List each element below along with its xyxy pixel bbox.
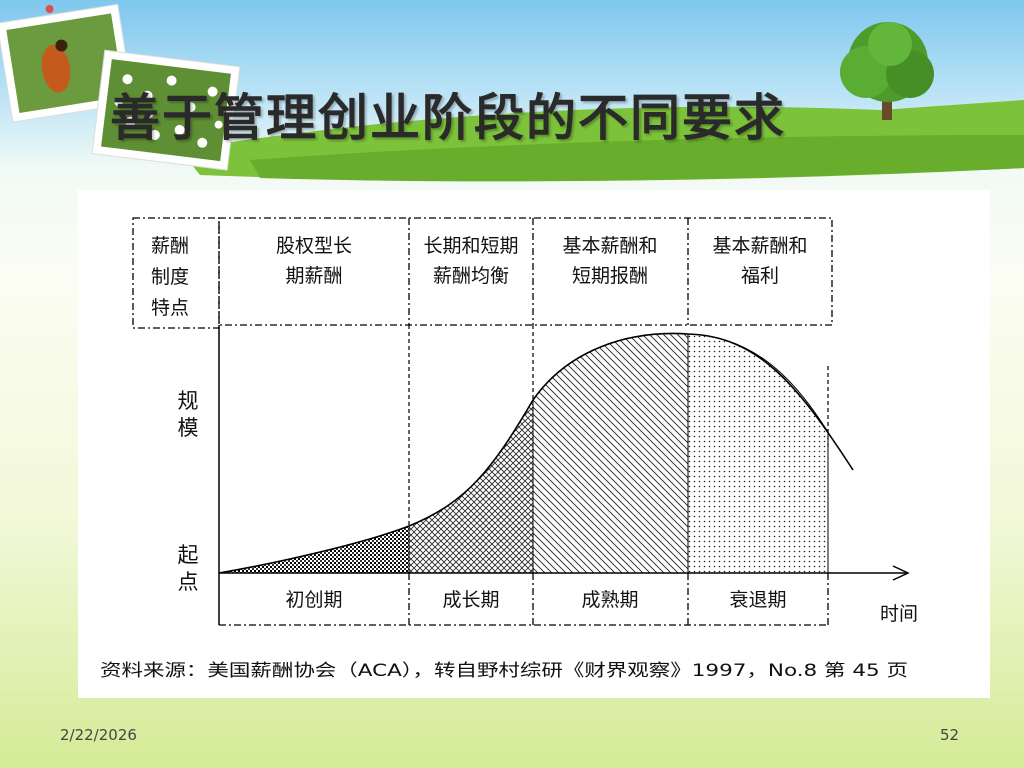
stage-feature-1-line-2: 期薪酬 (285, 265, 342, 287)
stage-features: 股权型长 期薪酬 长期和短期 薪酬均衡 基本薪酬和 短期报酬 基本薪酬和 福利 (276, 235, 808, 287)
stage-names: 初创期 成长期 成熟期 衰退期 (285, 589, 786, 611)
stage-name-decline: 衰退期 (729, 589, 786, 611)
stage-fills (218, 333, 829, 574)
header-label-line-2: 制度 (151, 266, 189, 288)
y-label-top-2: 模 (178, 416, 199, 440)
x-axis-arrow-icon (892, 565, 910, 581)
stage-feature-3-line-2: 短期报酬 (572, 265, 648, 287)
footer-date: 2/22/2026 (60, 726, 137, 744)
growth-curve (218, 332, 854, 574)
header-label: 薪酬 制度 特点 (151, 235, 189, 319)
stage-feature-4-line-2: 福利 (741, 265, 779, 287)
header-frame (132, 217, 833, 329)
source-note: 资料来源：美国薪酬协会（ACA），转自野村综研《财界观察》1997，No.8 第… (100, 661, 908, 681)
stage-feature-4-line-1: 基本薪酬和 (712, 235, 807, 257)
y-axis-labels: 规 模 起 点 (178, 389, 199, 594)
y-label-bottom-1: 起 (178, 543, 199, 567)
y-label-bottom-2: 点 (178, 570, 199, 594)
stage-feature-2-line-1: 长期和短期 (423, 235, 518, 257)
stage-name-maturity: 成熟期 (581, 589, 638, 611)
slide-title: 善于管理创业阶段的不同要求 (110, 89, 786, 147)
stage-name-frame (219, 573, 829, 626)
grass-hill-shade (250, 135, 1024, 182)
diagram-panel: 薪酬 制度 特点 股权型长 期薪酬 长期和短期 薪酬均衡 基本薪酬和 短期报酬 … (78, 190, 990, 698)
page-number: 52 (940, 726, 960, 744)
stage-name-startup: 初创期 (285, 589, 342, 611)
stage-feature-1-line-1: 股权型长 (276, 235, 352, 257)
y-label-top-1: 规 (178, 389, 199, 413)
stage-feature-2-line-2: 薪酬均衡 (433, 265, 509, 287)
stage-name-growth: 成长期 (442, 589, 499, 611)
header-label-line-3: 特点 (151, 297, 189, 319)
maturity-region (532, 333, 689, 574)
lifecycle-diagram: 薪酬 制度 特点 股权型长 期薪酬 长期和短期 薪酬均衡 基本薪酬和 短期报酬 … (100, 217, 918, 681)
x-axis-label: 时间 (880, 603, 918, 625)
header-label-line-1: 薪酬 (151, 235, 189, 257)
decline-region (687, 333, 829, 574)
stage-feature-3-line-1: 基本薪酬和 (562, 235, 657, 257)
stage-guides (408, 325, 829, 526)
tree-icon (840, 22, 934, 120)
startup-region (218, 525, 410, 574)
flower-photo (91, 49, 241, 171)
